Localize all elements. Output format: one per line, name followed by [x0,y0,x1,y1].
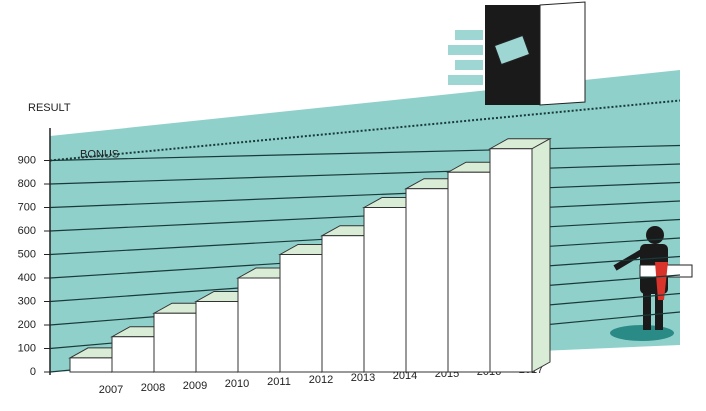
bar [447,171,491,373]
bar [405,188,449,373]
bar [489,148,533,373]
y-tick-label: 700 [18,201,36,213]
bar-side [531,137,551,373]
x-tick-label: 2011 [267,376,291,388]
bonus-label: BONUS [80,148,119,160]
bonus-line [49,99,681,162]
y-tick-label: 200 [18,319,36,331]
bar [363,207,407,373]
x-tick-label: 2012 [309,374,333,386]
bar [279,254,323,373]
y-tick-label: 100 [18,342,36,354]
x-tick-label: 2008 [141,382,165,394]
y-tick-label: 0 [30,366,36,378]
bar [195,301,239,373]
bar [237,277,281,373]
y-axis-label: RESULT [28,102,71,114]
y-tick-label: 300 [18,295,36,307]
bar [111,336,155,373]
bar [321,235,365,373]
x-tick-label: 2009 [183,380,207,392]
grid-line [49,181,681,209]
bar [153,312,197,373]
y-tick-label: 800 [18,178,36,190]
bar [69,357,113,373]
grid-line [49,163,681,185]
y-tick-label: 900 [18,154,36,166]
y-tick-label: 600 [18,225,36,237]
x-tick-label: 2010 [225,378,249,390]
y-tick-label: 400 [18,272,36,284]
door-illustration [448,1,586,106]
x-tick-label: 2013 [351,372,375,384]
grid-line [49,144,681,162]
y-tick-label: 500 [18,248,36,260]
x-tick-label: 2014 [393,370,417,382]
x-tick-label: 2007 [99,384,123,396]
